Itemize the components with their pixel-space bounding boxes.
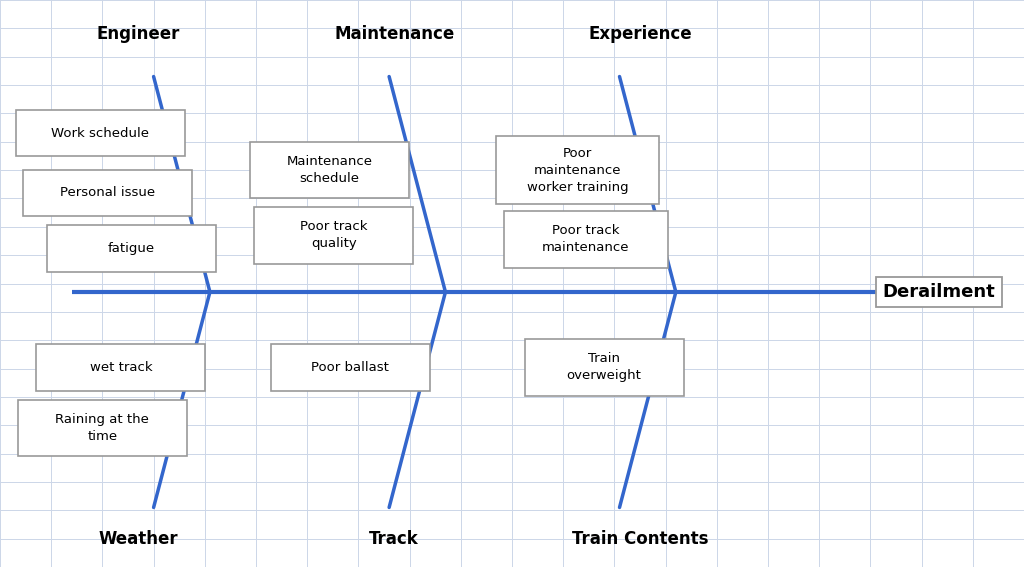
Text: Raining at the
time: Raining at the time	[55, 413, 150, 443]
Text: Maintenance: Maintenance	[334, 25, 455, 43]
FancyBboxPatch shape	[270, 344, 430, 391]
Text: Maintenance
schedule: Maintenance schedule	[287, 155, 373, 185]
Text: Work schedule: Work schedule	[51, 127, 150, 139]
FancyBboxPatch shape	[254, 207, 413, 264]
Text: Train
overweight: Train overweight	[566, 353, 642, 382]
FancyBboxPatch shape	[524, 339, 684, 396]
Text: Track: Track	[370, 530, 419, 548]
Text: wet track: wet track	[89, 361, 153, 374]
FancyBboxPatch shape	[18, 400, 187, 456]
FancyBboxPatch shape	[23, 170, 193, 216]
Text: Poor track
maintenance: Poor track maintenance	[542, 225, 630, 254]
Text: Derailment: Derailment	[883, 283, 995, 301]
Text: Weather: Weather	[98, 530, 178, 548]
Text: Poor
maintenance
worker training: Poor maintenance worker training	[526, 147, 629, 193]
Text: Poor track
quality: Poor track quality	[300, 221, 368, 250]
Text: Poor ballast: Poor ballast	[311, 361, 389, 374]
FancyBboxPatch shape	[37, 344, 205, 391]
Text: Experience: Experience	[588, 25, 692, 43]
FancyBboxPatch shape	[504, 211, 668, 268]
Text: Engineer: Engineer	[96, 25, 180, 43]
FancyBboxPatch shape	[16, 110, 185, 156]
FancyBboxPatch shape	[47, 225, 216, 272]
Text: Personal issue: Personal issue	[60, 187, 155, 199]
Text: fatigue: fatigue	[108, 242, 155, 255]
Text: Train Contents: Train Contents	[571, 530, 709, 548]
FancyBboxPatch shape	[250, 142, 409, 198]
FancyBboxPatch shape	[496, 136, 659, 204]
